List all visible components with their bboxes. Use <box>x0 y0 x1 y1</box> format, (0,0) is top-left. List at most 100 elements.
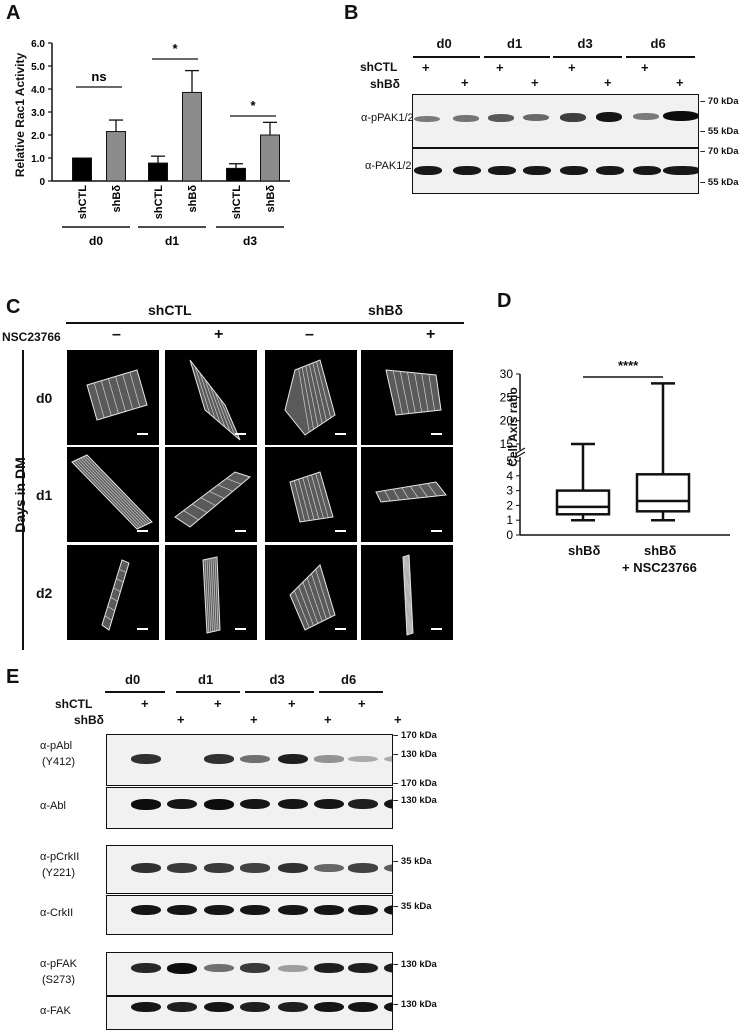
c-fiber <box>404 556 410 635</box>
e-row-shctl: shCTL <box>55 697 93 711</box>
e-band-pcrkii <box>240 863 270 873</box>
e-band-pfak <box>314 962 344 974</box>
c-fiber <box>315 473 329 518</box>
a-ytick-label: 5.0 <box>31 62 45 73</box>
panel-c-label: C <box>6 296 21 318</box>
d-axis-break <box>514 451 526 459</box>
c-fiber <box>129 372 141 408</box>
a-bar-shCTL-d0 <box>72 157 92 182</box>
c-fiber <box>427 483 437 497</box>
c-fiber <box>84 455 151 524</box>
a-sig-label: * <box>250 98 256 113</box>
e-blot-pcrkii <box>106 845 393 894</box>
c-fiber <box>93 382 105 418</box>
panel-e-label: E <box>6 666 20 688</box>
b-band-ppak <box>596 112 622 122</box>
c-fiber <box>204 379 221 423</box>
c-cell-outline <box>284 359 336 436</box>
e-band-crkii <box>167 904 197 916</box>
b-band-pak <box>523 166 551 175</box>
e-mw-marker: – 35 kDa <box>393 856 432 867</box>
c-fiber <box>414 372 423 413</box>
c-cell-outline <box>86 369 148 421</box>
a-ytick-label: 6.0 <box>31 39 45 50</box>
b-band-pak <box>633 166 661 175</box>
e-day-d3: d3 <box>269 672 285 687</box>
c-cell <box>385 369 442 416</box>
c-scale-bar <box>137 433 148 435</box>
d-axis-break <box>514 447 526 455</box>
a-bar-label: shCTL <box>153 185 165 220</box>
d-significance: **** <box>618 358 639 373</box>
c-fiber <box>392 488 400 501</box>
c-days-axis-label: Days in DM <box>12 457 28 533</box>
e-row-shbd: shBδ <box>74 713 104 727</box>
c-scale-bar <box>431 530 442 532</box>
e-band-crkii <box>204 904 234 916</box>
c-fiber <box>199 372 216 419</box>
b-day-d0: d0 <box>436 36 452 51</box>
c-fiber <box>298 586 314 626</box>
e-band-crkii <box>131 904 161 916</box>
a-bar-shCTL-d3 <box>226 167 246 182</box>
a-ytick-label: 4.0 <box>31 85 45 96</box>
c-fiber <box>298 368 310 433</box>
c-micrograph <box>67 545 159 640</box>
c-fiber <box>407 555 413 634</box>
c-cell-outline <box>71 454 153 530</box>
c-scale-bar <box>335 433 346 435</box>
a-bar-label: shCTL <box>77 185 89 220</box>
a-bar-shBδ-d0 <box>106 131 126 182</box>
c-fiber <box>76 459 142 528</box>
e-band-pcrkii <box>384 863 392 873</box>
c-micrograph <box>265 447 357 542</box>
c-fiber <box>401 487 410 500</box>
b-mw55-1: – 55 kDa <box>700 126 739 137</box>
c-cell-outline <box>375 481 447 503</box>
c-fiber <box>302 477 315 520</box>
c-cell <box>375 481 447 503</box>
c-fiber <box>293 590 310 628</box>
d-ytick-label: 4 <box>506 469 513 483</box>
e-label-site-pabl: (Y412) <box>42 756 76 768</box>
c-group-line-shctl <box>66 322 266 324</box>
b-plus: + <box>461 75 469 90</box>
b-band-pak <box>414 166 442 175</box>
e-day-line <box>245 691 314 693</box>
d-ytick-label: 20 <box>500 414 514 428</box>
b-plus: + <box>496 60 504 75</box>
c-fiber <box>306 577 323 622</box>
e-label-site-pfak: (S273) <box>42 974 76 986</box>
e-band-crkii <box>348 904 378 916</box>
c-fiber <box>311 573 327 620</box>
e-blot-fak <box>106 996 393 1030</box>
a-bar-label: shBδ <box>111 185 123 213</box>
b-day-line <box>413 56 480 58</box>
e-band-abl <box>131 798 161 810</box>
e-band-pabl <box>204 754 234 764</box>
e-plus: + <box>394 712 402 727</box>
e-band-fak <box>384 1001 392 1013</box>
c-fiber <box>210 558 215 632</box>
c-micrograph <box>265 545 357 640</box>
e-band-pfak <box>384 962 392 974</box>
b-mw70-1: – 70 kDa <box>700 96 739 107</box>
e-blot-abl <box>106 787 393 829</box>
b-band-pak <box>560 166 588 175</box>
rac1-y-axis-label: Relative Rac1 Activity <box>13 52 27 178</box>
b-label-ppak: α-pPAK1/2 <box>361 112 414 124</box>
a-ytick-label: 2.0 <box>31 131 45 142</box>
e-band-pcrkii <box>167 863 197 873</box>
rac1-bar-chart: 0 1.0 2.0 3.0 4.0 5.0 6.0 shCTL shBδ d0 ns shCTL shB… <box>31 39 290 248</box>
b-band-pak <box>488 166 516 175</box>
b-blot-pak <box>412 148 699 194</box>
c-cell <box>101 559 130 631</box>
c-fiber <box>302 582 319 624</box>
e-band-pabl <box>131 754 161 764</box>
a-bar-shBδ-d1 <box>182 91 202 182</box>
c-fiber <box>208 558 213 632</box>
b-plus: + <box>604 75 612 90</box>
e-band-abl <box>278 798 308 810</box>
d-ytick-label: 25 <box>500 390 514 404</box>
a-ytick-label: 0 <box>39 177 45 188</box>
